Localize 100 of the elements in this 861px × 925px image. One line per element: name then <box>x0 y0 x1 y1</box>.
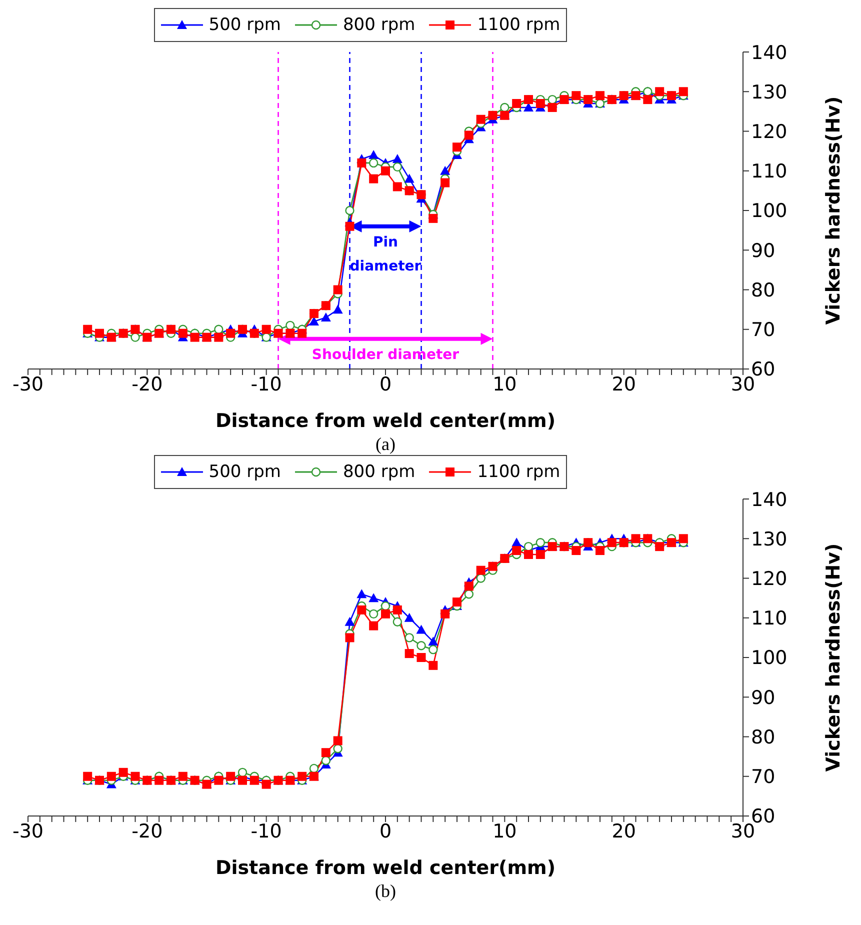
point <box>536 538 546 548</box>
y-axis-title: Vickers hardness(Hv) <box>822 96 845 325</box>
x-tick-label: 0 <box>379 820 392 842</box>
legend-label: 1100 rpm <box>476 461 560 484</box>
x-axis-title: Distance from weld center(mm) <box>215 857 556 879</box>
point <box>548 102 557 112</box>
point <box>369 174 378 184</box>
point <box>368 609 378 619</box>
point <box>226 772 236 781</box>
point <box>476 574 486 583</box>
legend-label: 800 rpm <box>342 461 416 484</box>
point <box>357 605 366 614</box>
point <box>678 87 688 96</box>
point <box>476 566 486 575</box>
point <box>392 617 402 626</box>
point <box>416 641 426 650</box>
point <box>416 624 426 634</box>
point <box>643 95 652 104</box>
point <box>262 324 271 334</box>
annotation: Pin diameter <box>350 234 422 274</box>
point <box>214 332 224 342</box>
text: (a) <box>374 434 396 455</box>
point <box>238 776 247 785</box>
point <box>392 162 402 172</box>
x-axis-title: Distance from weld center(mm) <box>215 410 556 432</box>
point <box>464 590 474 599</box>
legend-label: 800 rpm <box>342 14 416 37</box>
x-tick-label: -30 <box>12 820 44 842</box>
point <box>332 304 343 314</box>
legend-label: 1100 rpm <box>476 14 560 37</box>
point <box>596 546 604 556</box>
point <box>381 609 390 618</box>
point <box>404 612 414 622</box>
y-tick-label: 100 <box>751 200 788 222</box>
x-tick-label: 0 <box>379 373 392 396</box>
point <box>368 150 379 160</box>
point <box>392 154 402 163</box>
y-tick-label: 130 <box>751 81 788 104</box>
point <box>333 736 342 746</box>
y-tick-label: 80 <box>751 726 776 748</box>
point <box>404 633 414 642</box>
y-tick-label: 100 <box>751 647 788 670</box>
point <box>524 542 534 552</box>
x-tick-label: 10 <box>492 373 517 396</box>
legend-label: 500 rpm <box>208 14 281 37</box>
y-tick-label: 130 <box>751 528 788 550</box>
point <box>392 605 402 614</box>
point <box>298 772 307 781</box>
point <box>321 748 330 758</box>
legend-label: 500 rpm <box>208 461 281 484</box>
y-tick-label: 90 <box>751 240 776 262</box>
point <box>428 636 438 646</box>
point <box>655 542 664 552</box>
point <box>512 99 522 108</box>
point <box>118 768 128 777</box>
point <box>380 601 390 611</box>
point <box>392 182 402 192</box>
y-tick-label: 140 <box>751 42 788 64</box>
point <box>262 780 271 789</box>
point <box>309 764 319 774</box>
point <box>226 328 236 338</box>
point <box>381 166 390 176</box>
point <box>404 174 414 183</box>
point <box>369 621 378 630</box>
point <box>190 332 200 342</box>
x-tick-label: 20 <box>612 820 636 842</box>
point <box>404 649 414 658</box>
point <box>154 776 164 785</box>
x-tick-label: -30 <box>12 373 44 396</box>
y-tick-label: 70 <box>751 766 776 788</box>
point <box>320 312 331 322</box>
point <box>286 320 295 330</box>
point <box>130 772 140 781</box>
point <box>536 99 545 108</box>
point <box>298 328 307 338</box>
point <box>345 206 354 216</box>
point <box>214 324 224 334</box>
point <box>476 114 486 124</box>
point <box>333 744 342 754</box>
point <box>572 91 581 100</box>
point <box>536 550 545 559</box>
point <box>607 538 616 548</box>
point <box>572 546 581 556</box>
point <box>344 616 355 626</box>
point <box>524 550 533 559</box>
point <box>452 598 462 607</box>
point <box>678 534 688 544</box>
y-tick-label: 120 <box>751 120 788 143</box>
point <box>368 158 378 168</box>
point <box>452 142 462 152</box>
y-tick-label: 90 <box>751 686 776 709</box>
point <box>428 644 438 654</box>
point <box>83 772 92 781</box>
point <box>500 102 510 112</box>
x-tick-label: 20 <box>612 373 636 396</box>
point <box>356 589 367 598</box>
x-tick-label: -20 <box>132 373 163 396</box>
annotation: Shoulder diameter <box>312 346 460 363</box>
x-tick-label: -10 <box>250 820 282 842</box>
point <box>178 328 188 338</box>
